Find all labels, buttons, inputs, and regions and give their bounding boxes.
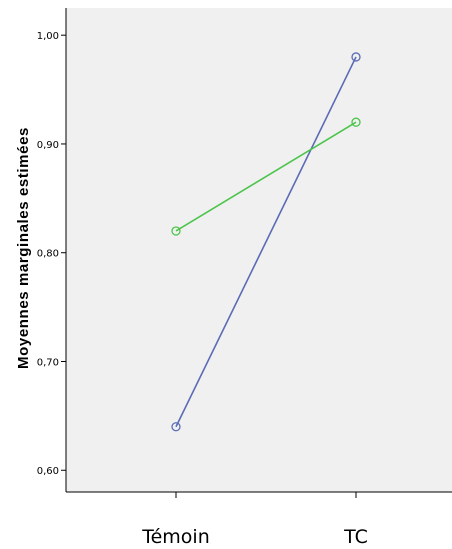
data-point [351,117,361,127]
x-axis: Témoin TC [66,491,452,548]
y-tick-label: 0,80 [37,249,59,260]
plot-area [66,8,452,492]
y-axis-title: Moyennes marginales estimées [15,127,32,369]
data-point [351,52,361,62]
y-axis: 0,60 0,70 0,80 0,90 1,00 [37,8,67,492]
series-line [175,56,357,428]
series-line [175,121,357,232]
y-tick-label: 1,00 [37,31,59,42]
x-tick-label: Témoin [141,526,210,548]
series-layer [171,52,361,432]
data-point [171,422,181,432]
y-tick-label: 0,70 [37,357,59,368]
y-tick-label: 0,90 [37,140,59,151]
x-tick-label: TC [343,526,368,548]
data-point [171,226,181,236]
y-tick-label: 0,60 [37,466,59,477]
